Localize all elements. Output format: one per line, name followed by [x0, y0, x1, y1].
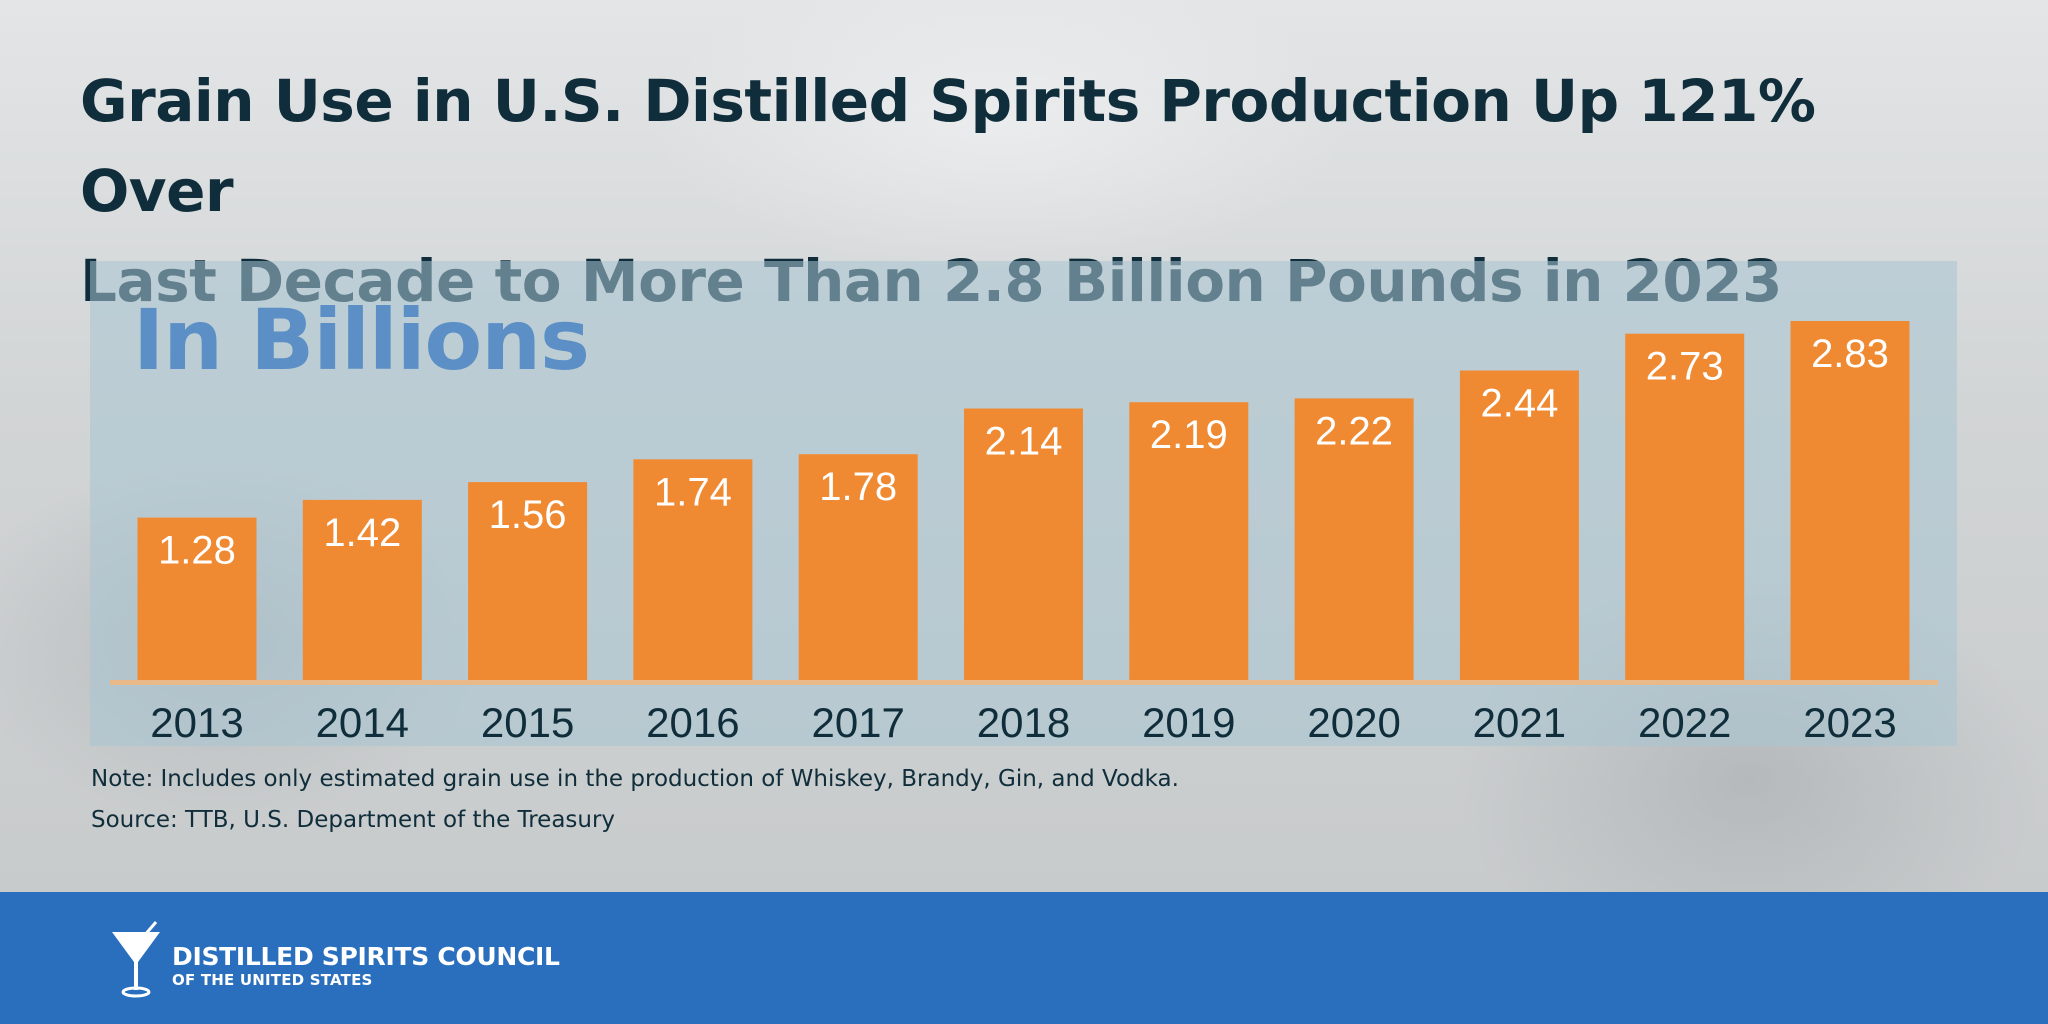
x-tick-2016: 2016	[646, 699, 739, 746]
bar-2019	[1129, 402, 1249, 680]
data-label-2022: 2.73	[1646, 345, 1724, 389]
labels-layer: 1.28 2013 1.42 2014 1.56 2015 1.74 2016 1.78 2017…	[150, 332, 1896, 746]
data-label-2013: 1.28	[158, 529, 236, 573]
x-tick-2018: 2018	[977, 699, 1070, 746]
data-label-2021: 2.44	[1480, 382, 1558, 426]
x-tick-2023: 2023	[1803, 699, 1896, 746]
bar-2020	[1294, 398, 1414, 680]
data-label-2015: 1.56	[489, 493, 567, 537]
x-tick-2013: 2013	[150, 699, 243, 746]
x-tick-2021: 2021	[1473, 699, 1566, 746]
logo-name-line-1: DISTILLED SPIRITS COUNCIL	[172, 942, 560, 971]
x-axis-line	[110, 680, 1938, 685]
bar-2016	[633, 459, 753, 680]
unit-label: In Billions	[133, 291, 590, 389]
data-label-2019: 2.19	[1150, 413, 1228, 457]
bar-2014	[302, 499, 422, 680]
x-tick-2014: 2014	[316, 699, 409, 746]
bar-2021	[1459, 370, 1579, 680]
x-tick-2017: 2017	[811, 699, 904, 746]
data-label-2020: 2.22	[1315, 409, 1393, 453]
data-label-2016: 1.74	[654, 470, 732, 514]
x-tick-2015: 2015	[481, 699, 574, 746]
organization-logo: DISTILLED SPIRITS COUNCIL OF THE UNITED …	[172, 944, 560, 988]
bar-2022	[1625, 333, 1745, 680]
x-tick-2020: 2020	[1307, 699, 1400, 746]
footer-bar	[0, 892, 2048, 1024]
data-label-2023: 2.83	[1811, 332, 1889, 376]
headline-line-1: Grain Use in U.S. Distilled Spirits Prod…	[80, 67, 1816, 225]
bar-2018	[964, 408, 1083, 680]
axis-layer	[110, 680, 1938, 685]
martini-glass-icon	[112, 921, 160, 998]
data-label-2017: 1.78	[819, 465, 897, 509]
bar-2013	[137, 517, 257, 680]
x-tick-2019: 2019	[1142, 699, 1235, 746]
logo-name-line-2: OF THE UNITED STATES	[172, 971, 373, 989]
data-label-2014: 1.42	[323, 511, 401, 555]
bar-2017	[798, 454, 918, 680]
data-label-2018: 2.14	[985, 420, 1063, 464]
bar-2023	[1790, 321, 1910, 680]
source-note: Source: TTB, U.S. Department of the Trea…	[91, 807, 616, 833]
x-tick-2022: 2022	[1638, 699, 1731, 746]
bars-layer	[137, 321, 1910, 680]
bar-2015	[468, 482, 588, 680]
footnote: Note: Includes only estimated grain use …	[91, 766, 1179, 792]
